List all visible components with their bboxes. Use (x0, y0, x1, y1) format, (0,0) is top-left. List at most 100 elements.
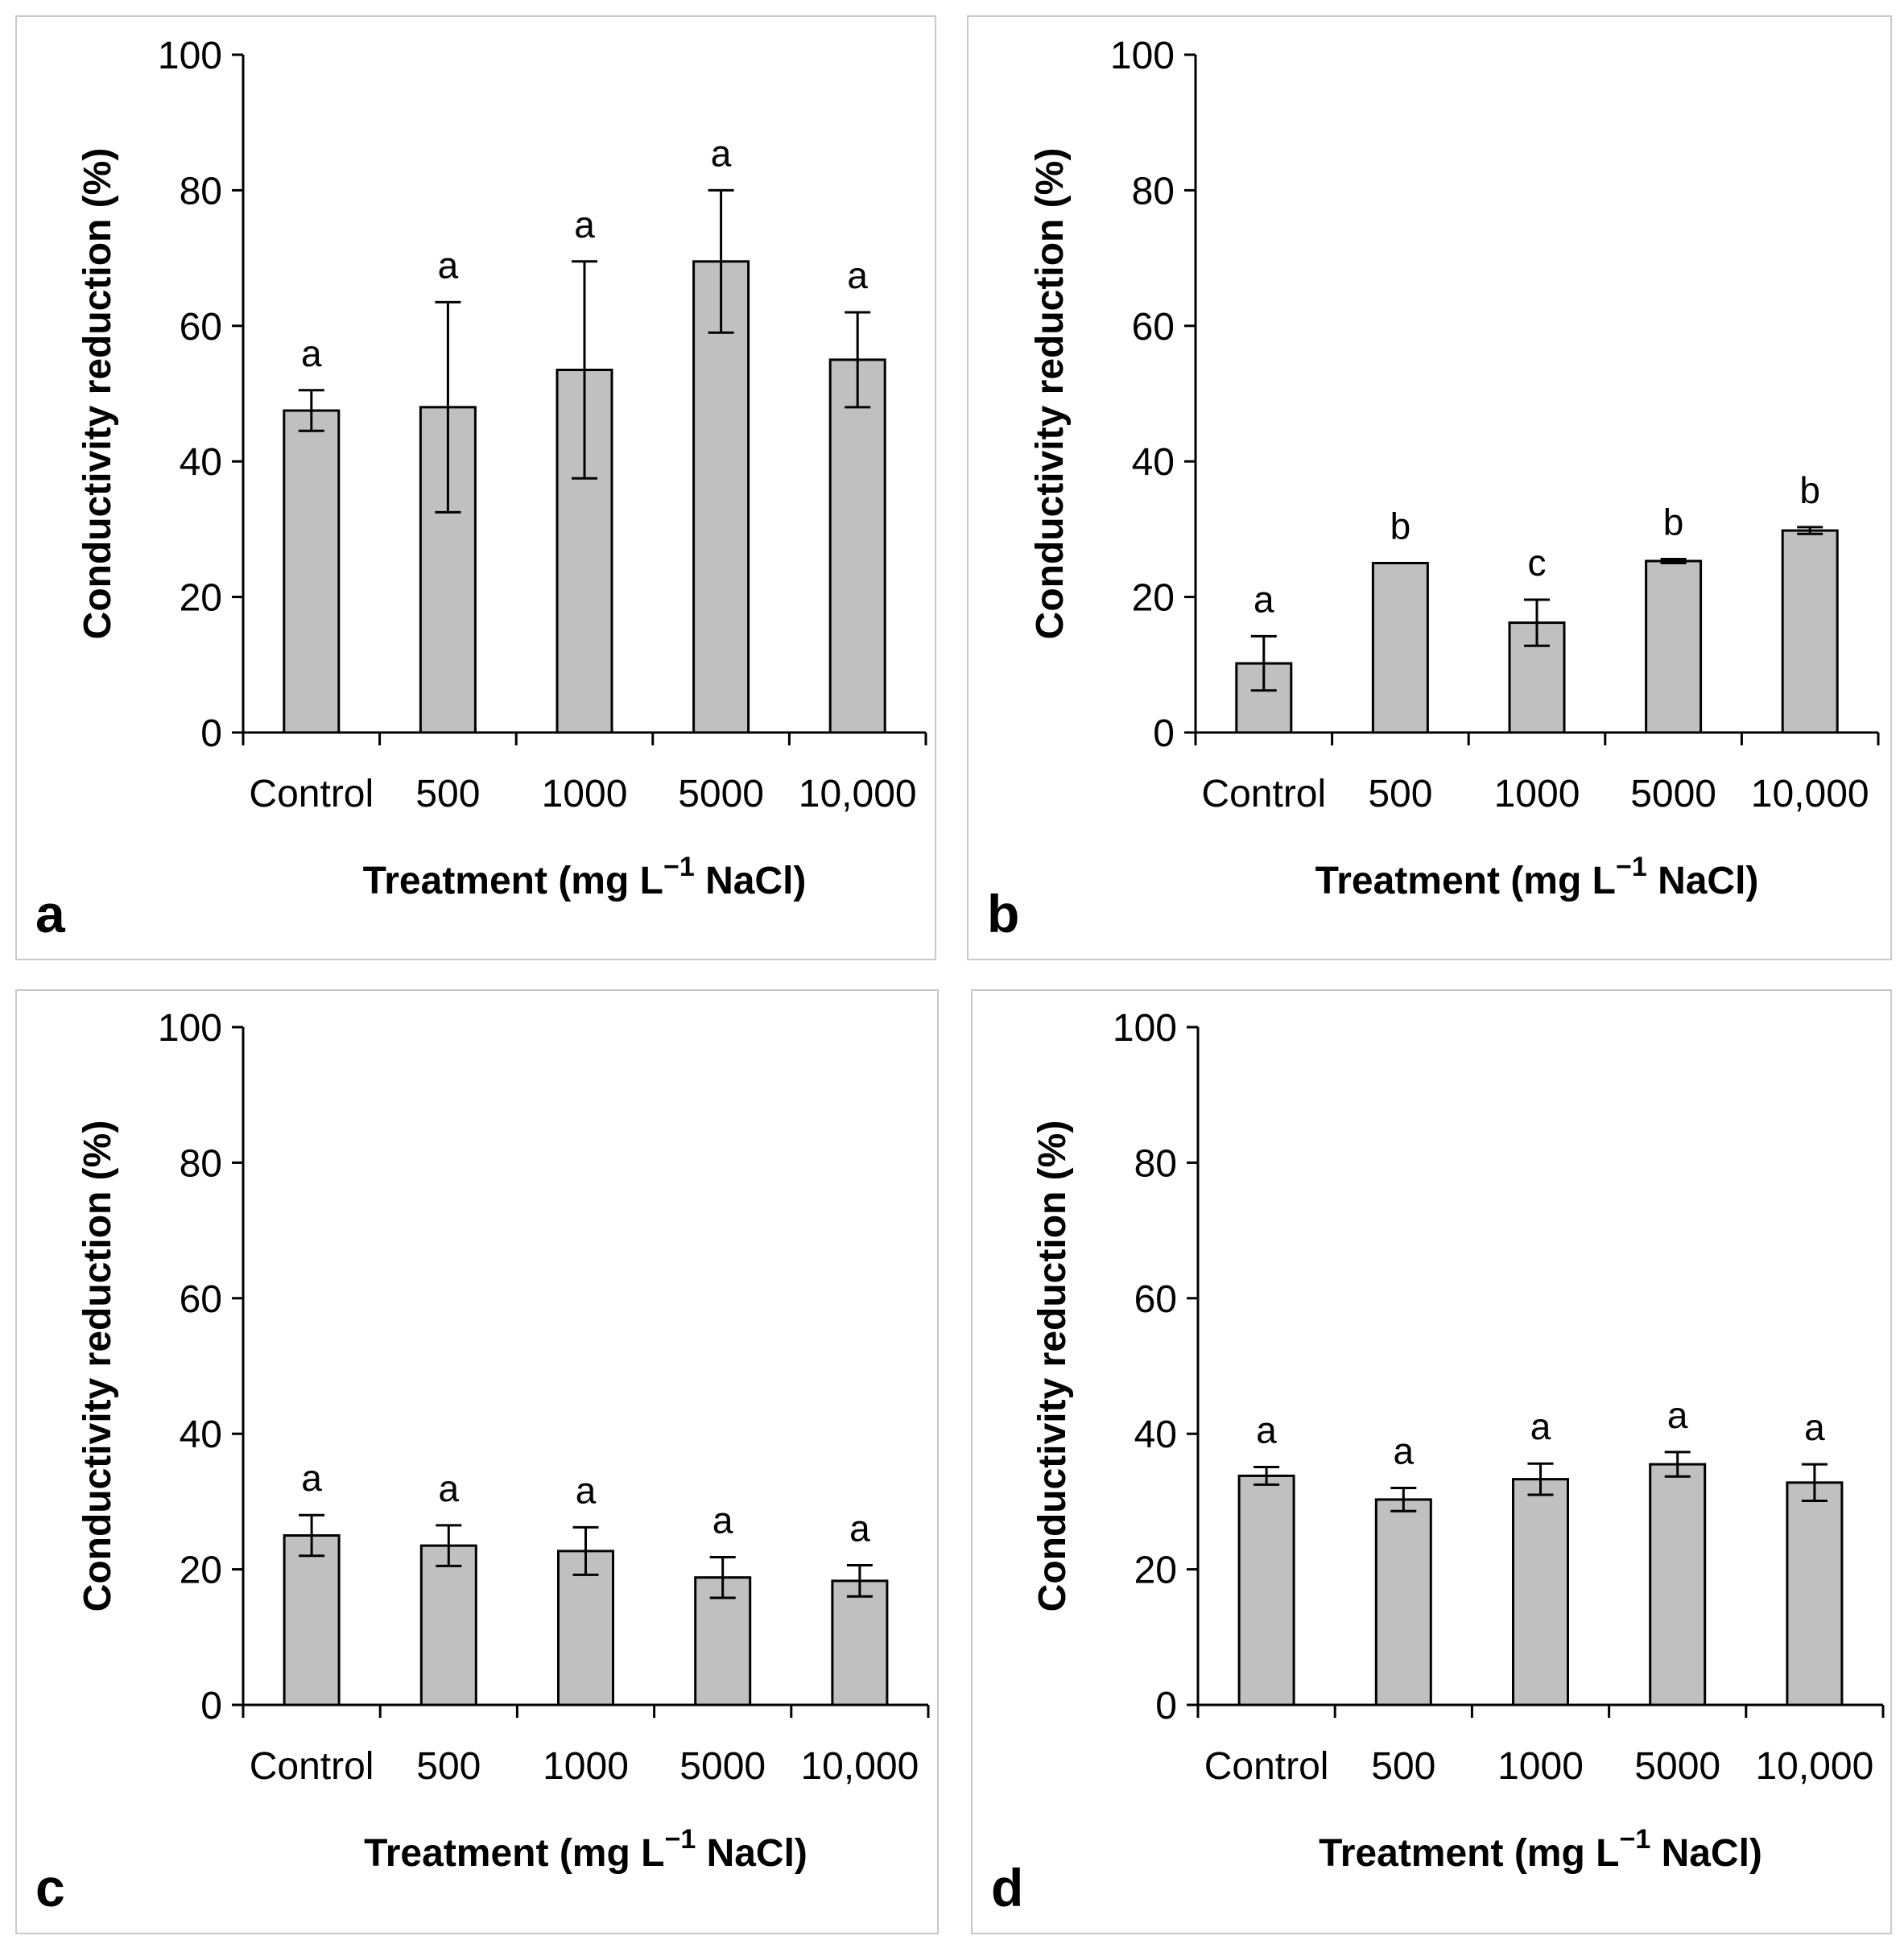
bar-c-1 (419, 1544, 477, 1707)
y-axis-title: Conductivity reduction (%) (1029, 148, 1072, 640)
significance-label: b (1799, 469, 1820, 511)
x-axis-title: Treatment (mg L−1 NaCl) (364, 1824, 807, 1875)
significance-label: a (849, 1508, 870, 1550)
bar-a-3 (692, 260, 750, 734)
x-tick-label: 10,000 (800, 1745, 919, 1788)
x-tick-label: 10,000 (1755, 1745, 1873, 1788)
x-tick-label: Control (1204, 1745, 1329, 1788)
y-tick-label: 60 (180, 1278, 222, 1321)
panel-letter: c (35, 1858, 65, 1917)
x-tick-label: 500 (1371, 1745, 1435, 1788)
bar-d-2 (1512, 1478, 1569, 1707)
bar-c-4 (831, 1579, 889, 1707)
y-tick-label: 60 (1132, 306, 1175, 349)
y-tick-label: 0 (1153, 712, 1175, 755)
x-tick-label: 10,000 (799, 773, 917, 815)
chart-panel-d: 0 20 40 60 80 100 a Control a 500 a 1000 a 5000 a 10,00… (971, 989, 1892, 1934)
y-tick-label: 40 (180, 441, 222, 484)
x-tick-label: 1000 (543, 1745, 629, 1788)
x-axis-title-superscript: −1 (1619, 1824, 1650, 1855)
x-axis-title-prefix: Treatment (mg L (363, 860, 663, 902)
x-axis-title-suffix: NaCl) (1647, 860, 1759, 902)
x-tick-label: 500 (415, 773, 480, 815)
y-tick-label: 40 (1134, 1414, 1177, 1456)
x-tick-label: 5000 (678, 773, 764, 815)
y-tick-label: 80 (180, 1142, 222, 1185)
x-axis-title-suffix: NaCl) (696, 1832, 807, 1875)
panel-letter: d (991, 1858, 1023, 1917)
y-tick-label: 40 (1132, 441, 1175, 484)
significance-label: a (1667, 1394, 1688, 1436)
bar-c-0 (283, 1534, 341, 1707)
bar-a-4 (828, 358, 886, 734)
significance-label: a (301, 332, 322, 374)
chart-panel-c: 0 20 40 60 80 100 a Control a 500 a 1000 a 5000 a 10,00… (15, 989, 939, 1934)
x-tick-label: 5000 (1634, 1745, 1720, 1788)
bar-a-0 (283, 409, 341, 734)
panel-frame (967, 15, 1892, 960)
y-tick-label: 60 (180, 306, 222, 349)
significance-label: a (1394, 1430, 1415, 1472)
significance-label: a (712, 1499, 733, 1541)
panel-letter: b (987, 884, 1019, 943)
x-tick-label: Control (249, 773, 374, 815)
y-tick-label: 80 (180, 170, 222, 213)
x-axis-title: Treatment (mg L−1 NaCl) (363, 852, 807, 902)
chart-panel-b: 0 20 40 60 80 100 a Control b 500 c 1000 b 5000 b 10,00… (967, 15, 1892, 960)
y-tick-label: 100 (1110, 35, 1175, 77)
y-tick-label: 20 (1132, 577, 1175, 620)
x-axis-title-suffix: NaCl) (1650, 1832, 1762, 1875)
bar-d-0 (1237, 1474, 1295, 1707)
bar-d-1 (1374, 1498, 1432, 1707)
significance-label: a (301, 1457, 322, 1499)
y-tick-label: 0 (1155, 1685, 1177, 1727)
x-axis-title-prefix: Treatment (mg L (1319, 1832, 1619, 1875)
y-tick-label: 20 (180, 1550, 222, 1592)
x-axis-title: Treatment (mg L−1 NaCl) (1315, 852, 1759, 902)
x-tick-label: 5000 (679, 1745, 766, 1788)
y-axis-title: Conductivity reduction (%) (1031, 1121, 1074, 1612)
significance-label: a (1804, 1406, 1825, 1448)
x-axis-title-prefix: Treatment (mg L (1315, 860, 1616, 902)
significance-label: a (1254, 578, 1274, 620)
x-axis-title-prefix: Treatment (mg L (364, 1832, 664, 1875)
x-tick-label: Control (1201, 773, 1326, 815)
y-tick-label: 20 (180, 577, 222, 620)
x-tick-label: Control (250, 1745, 374, 1788)
x-tick-label: 1000 (1497, 1745, 1584, 1788)
y-tick-label: 80 (1134, 1142, 1177, 1185)
y-axis-title: Conductivity reduction (%) (76, 148, 119, 640)
panel-frame (971, 989, 1892, 1934)
bar-b-1 (1371, 562, 1429, 734)
x-tick-label: 500 (416, 1745, 481, 1788)
bar-d-4 (1786, 1481, 1844, 1707)
y-tick-label: 100 (1113, 1007, 1177, 1050)
y-tick-label: 100 (158, 35, 222, 77)
x-tick-label: 500 (1368, 773, 1432, 815)
bar-b-3 (1645, 559, 1703, 734)
bar-b-4 (1781, 529, 1839, 734)
significance-label: b (1663, 501, 1684, 543)
significance-label: c (1528, 542, 1547, 584)
y-tick-label: 40 (180, 1414, 222, 1456)
y-axis-title: Conductivity reduction (%) (76, 1121, 119, 1612)
significance-label: b (1390, 506, 1411, 547)
x-tick-label: 10,000 (1751, 773, 1869, 815)
y-tick-label: 0 (200, 712, 222, 755)
x-axis-title: Treatment (mg L−1 NaCl) (1319, 1824, 1762, 1875)
panel-frame (15, 989, 939, 1934)
significance-label: a (1530, 1405, 1551, 1447)
x-tick-label: 1000 (1494, 773, 1580, 815)
bar-d-3 (1649, 1463, 1707, 1707)
x-axis-title-superscript: −1 (664, 1824, 696, 1855)
bar-c-2 (557, 1550, 614, 1707)
y-tick-label: 80 (1132, 170, 1175, 213)
x-axis-title-superscript: −1 (1616, 852, 1647, 882)
bar-a-1 (419, 406, 477, 734)
significance-label: a (847, 254, 868, 296)
significance-label: a (438, 244, 459, 286)
y-tick-label: 20 (1134, 1550, 1177, 1592)
significance-label: a (711, 132, 732, 174)
x-axis-title-superscript: −1 (663, 852, 695, 882)
x-axis-title-suffix: NaCl) (695, 860, 807, 902)
